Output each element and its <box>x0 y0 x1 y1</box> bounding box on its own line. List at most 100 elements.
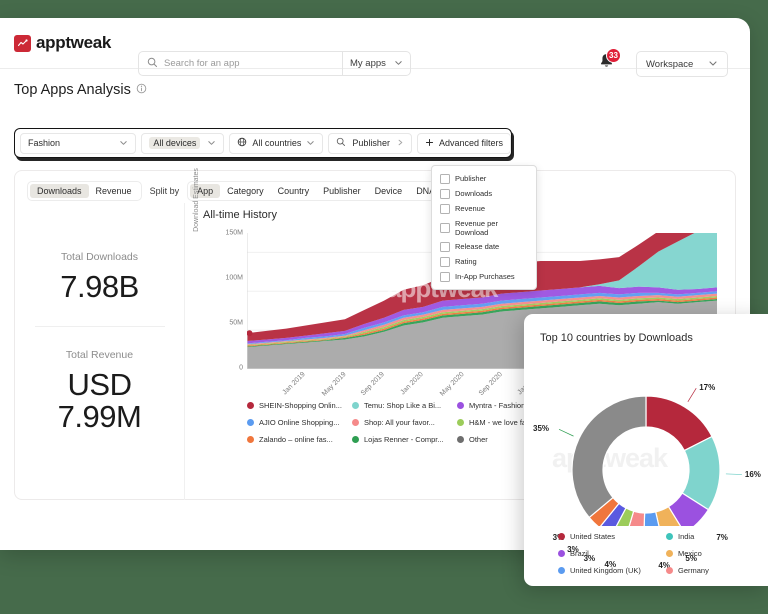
metric-tab-group: Downloads Revenue <box>27 181 142 201</box>
donut-legend-item[interactable]: United Kingdom (UK) <box>558 566 666 575</box>
tab-device[interactable]: Device <box>374 186 403 196</box>
checkbox-icon[interactable] <box>440 241 450 252</box>
legend-color-dot <box>558 550 565 557</box>
legend-label: United Kingdom (UK) <box>570 566 641 575</box>
globe-icon <box>237 137 247 149</box>
workspace-dropdown[interactable]: Workspace <box>636 51 728 77</box>
legend-label: United States <box>570 532 616 541</box>
donut-legend-item[interactable]: Brazil <box>558 549 666 558</box>
tab-dna[interactable]: DNA <box>416 186 436 196</box>
donut-slice[interactable] <box>571 395 647 519</box>
y-axis-ticks: 150M 100M 50M 0 <box>205 229 243 372</box>
chart-legend-item[interactable]: Shop: All your favor... <box>352 418 457 427</box>
advanced-filters-label: Advanced filters <box>438 138 503 148</box>
chart-legend-item[interactable]: Temu: Shop Like a Bi... <box>352 401 457 410</box>
donut-percent-label: 7% <box>716 533 728 543</box>
donut-legend-item[interactable]: Germany <box>666 566 758 575</box>
my-apps-dropdown[interactable]: My apps <box>343 51 411 76</box>
dropdown-item[interactable]: Revenue <box>432 201 536 216</box>
donut-percent-label: 4% <box>658 560 670 570</box>
filter-publisher[interactable]: Publisher <box>328 132 412 154</box>
search-input[interactable]: Search for an app <box>138 51 343 76</box>
chart-legend-item[interactable]: H&M - we love fas... <box>457 418 547 427</box>
tab-country[interactable]: Country <box>277 186 310 196</box>
workspace-label: Workspace <box>646 58 694 70</box>
donut-percent-label: 3% <box>567 545 579 555</box>
donut-legend-item[interactable]: Mexico <box>666 549 758 558</box>
filter-countries[interactable]: All countries <box>229 132 324 154</box>
stat-downloads-label: Total Downloads <box>60 251 139 263</box>
tab-revenue[interactable]: Revenue <box>95 186 132 196</box>
x-tick: Jan 2020 <box>398 371 425 397</box>
dropdown-item-label: Release date <box>455 242 500 251</box>
legend-color-dot <box>666 567 673 574</box>
checkbox-icon[interactable] <box>440 222 450 233</box>
chart-legend-item[interactable]: SHEIN-Shopping Onlin... <box>247 401 352 410</box>
dropdown-item-label: In-App Purchases <box>455 272 515 281</box>
legend-color-dot <box>352 436 359 443</box>
stat-total-revenue: Total Revenue USD 7.99M <box>15 349 184 434</box>
chart-legend-item[interactable]: AJIO Online Shopping... <box>247 418 352 427</box>
legend-color-dot <box>457 419 464 426</box>
chart-legend-item[interactable]: Myntra - Fashion Sh... <box>457 401 547 410</box>
app-header: apptweak Search for an app My apps <box>0 18 750 77</box>
x-tick: Jan 2019 <box>281 371 307 397</box>
donut-percent-label: 16% <box>744 469 761 479</box>
y-tick: 150M <box>225 229 243 237</box>
notifications-button[interactable]: 33 <box>598 48 621 76</box>
dropdown-item-label: Revenue <box>455 204 486 213</box>
filter-category[interactable]: Fashion <box>20 132 137 154</box>
legend-label: Other <box>469 435 488 444</box>
filter-countries-label: All countries <box>252 138 302 148</box>
apptweak-logo[interactable]: apptweak <box>14 33 111 53</box>
legend-label: Zalando – online fas... <box>259 435 333 444</box>
y-tick: 0 <box>239 364 243 372</box>
legend-label: Shop: All your favor... <box>364 418 435 427</box>
dropdown-item[interactable]: In-App Purchases <box>432 269 536 284</box>
donut-legend-item[interactable]: India <box>666 532 758 541</box>
dropdown-item[interactable]: Revenue per Download <box>432 216 536 239</box>
checkbox-icon[interactable] <box>440 173 450 184</box>
legend-color-dot <box>558 567 565 574</box>
checkbox-icon[interactable] <box>440 203 450 214</box>
tabs-row: Downloads Revenue Split by App Category … <box>27 181 735 201</box>
split-by-label: Split by <box>149 186 180 196</box>
dropdown-item[interactable]: Publisher <box>432 171 536 186</box>
filter-bar: Fashion All devices <box>14 128 512 158</box>
summary-stats: Total Downloads 7.98B Total Revenue USD … <box>15 203 185 500</box>
checkbox-icon[interactable] <box>440 271 450 282</box>
checkbox-icon[interactable] <box>440 256 450 267</box>
chart-legend-item[interactable]: Zalando – online fas... <box>247 435 352 444</box>
tab-category[interactable]: Category <box>227 186 264 196</box>
tab-publisher[interactable]: Publisher <box>323 186 361 196</box>
chevron-down-icon <box>207 138 216 149</box>
info-icon[interactable] <box>136 81 147 99</box>
dropdown-item-label: Revenue per Download <box>455 218 498 237</box>
legend-label: AJIO Online Shopping... <box>259 418 340 427</box>
chart-legend-item[interactable]: Other <box>457 435 547 444</box>
legend-color-dot <box>666 533 673 540</box>
donut-legend-item[interactable]: United States <box>558 532 666 541</box>
advanced-filters-button[interactable]: Advanced filters <box>416 132 511 154</box>
my-apps-label: My apps <box>350 58 386 69</box>
donut-stage[interactable]: apptweak 17%16%7%5%4%4%3%3%3%35% <box>524 348 768 569</box>
dropdown-item[interactable]: Rating <box>432 254 536 269</box>
y-tick: 100M <box>225 274 243 282</box>
x-tick: Sep 2020 <box>477 371 504 398</box>
chevron-right-icon <box>396 138 404 149</box>
dropdown-item[interactable]: Downloads <box>432 186 536 201</box>
chevron-down-icon <box>119 138 128 149</box>
legend-label: Brazil <box>570 549 589 558</box>
legend-color-dot <box>352 402 359 409</box>
tab-app[interactable]: App <box>190 184 221 198</box>
filter-devices[interactable]: All devices <box>141 132 225 154</box>
tab-downloads[interactable]: Downloads <box>30 184 89 198</box>
x-tick: May 2019 <box>321 371 348 398</box>
checkbox-icon[interactable] <box>440 188 450 199</box>
chart-legend-item[interactable]: Lojas Renner - Compr... <box>352 435 457 444</box>
columns-dropdown[interactable]: Publisher Downloads Revenue Revenue per Dow… <box>431 165 537 290</box>
dropdown-item[interactable]: Release date <box>432 239 536 254</box>
search-icon <box>336 137 346 149</box>
plus-icon <box>425 138 434 149</box>
chevron-down-icon <box>394 58 403 70</box>
